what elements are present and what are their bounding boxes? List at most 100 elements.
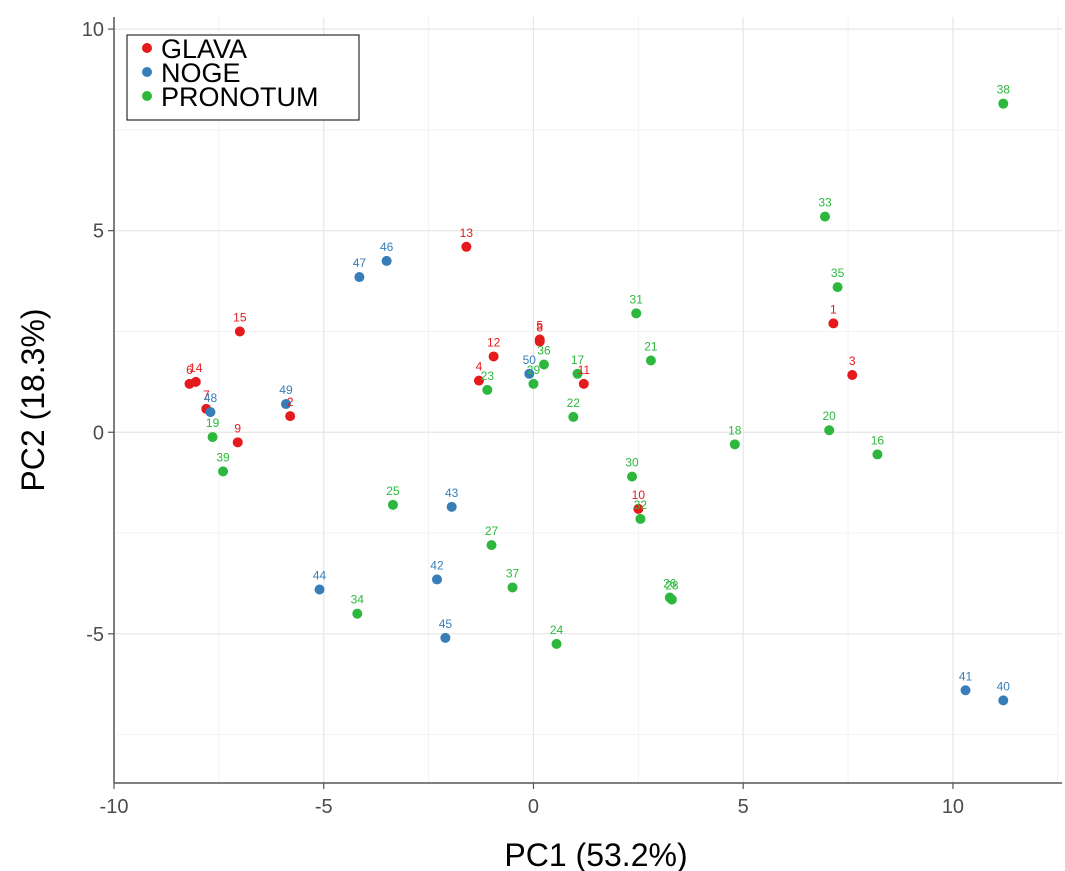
point-label: 1: [830, 302, 837, 316]
legend-marker: [142, 91, 152, 101]
legend-box: [126, 34, 360, 121]
data-point: [482, 384, 493, 395]
data-point: [645, 355, 656, 366]
axes: -10 -5 0 5 10 -5 0 5 10: [82, 17, 1062, 818]
point-label: 2: [287, 395, 294, 409]
data-point: [820, 211, 830, 222]
x-tick-label: 0: [528, 796, 539, 818]
data-point: [461, 241, 472, 252]
data-point: [431, 574, 442, 585]
legend-marker: [142, 43, 152, 53]
point-label: 49: [279, 383, 293, 397]
point-label: 33: [818, 196, 832, 210]
point-label: 26: [663, 577, 677, 591]
point-label: 38: [997, 83, 1011, 97]
data-point: [534, 336, 545, 347]
data-point: [578, 378, 589, 389]
data-point: [486, 540, 497, 551]
point-label: 6: [186, 363, 193, 377]
y-tick-label: 10: [82, 19, 104, 41]
x-tick-label: -5: [315, 796, 333, 818]
data-point: [828, 318, 839, 329]
point-label: 46: [380, 240, 394, 254]
point-label: 3: [849, 354, 856, 368]
data-point: [352, 608, 363, 619]
data-point: [572, 368, 583, 379]
data-point: [234, 326, 245, 337]
data-point: [218, 466, 229, 477]
point-label: 32: [634, 498, 648, 512]
point-label: 40: [997, 679, 1011, 693]
grid-major: [113, 17, 1062, 783]
point-label: 17: [571, 353, 585, 367]
point-label: 24: [550, 623, 564, 637]
legend-label: GLAVA: [161, 34, 247, 64]
data-point: [538, 359, 549, 370]
point-label: 44: [313, 568, 327, 582]
data-point: [998, 98, 1009, 109]
grid-minor: [114, 17, 1062, 783]
point-label: 23: [481, 369, 495, 383]
point-label: 48: [204, 391, 218, 405]
point-label: 15: [233, 310, 247, 324]
point-label: 20: [823, 409, 837, 423]
point-label: 8: [536, 321, 543, 335]
legend-label: NOGE: [161, 58, 241, 88]
x-tick-label: -10: [100, 796, 129, 818]
point-label: 34: [351, 593, 365, 607]
data-point: [473, 375, 484, 386]
data-point: [205, 407, 216, 418]
data-point: [314, 584, 325, 595]
x-tick-label: 5: [738, 796, 749, 818]
data-point: [528, 378, 539, 389]
point-label: 41: [959, 669, 973, 683]
y-tick-label: 5: [93, 221, 104, 243]
point-label: 22: [567, 396, 581, 410]
point-label: 36: [537, 344, 551, 358]
point-label: 27: [485, 524, 499, 538]
data-point: [568, 411, 579, 422]
data-point: [285, 411, 296, 422]
point-label: 43: [445, 486, 459, 500]
point-label: 37: [506, 566, 520, 580]
point-label: 47: [353, 256, 367, 270]
data-point: [872, 449, 883, 460]
point-label: 16: [871, 433, 885, 447]
data-point: [190, 376, 201, 387]
point-label: 21: [644, 339, 658, 353]
data-point: [631, 308, 642, 319]
point-label: 29: [527, 363, 541, 377]
data-point: [729, 439, 740, 450]
data-point: [280, 399, 291, 410]
data-point: [998, 695, 1009, 706]
point-label: 12: [487, 335, 501, 349]
data-point: [524, 368, 535, 379]
point-label: 31: [630, 292, 644, 306]
data-point: [633, 503, 644, 514]
data-point: [635, 513, 646, 524]
point-label: 35: [831, 266, 845, 280]
data-point: [440, 632, 451, 643]
point-label: 19: [206, 416, 220, 430]
point-label: 7: [203, 388, 210, 402]
y-axis-title: PC2 (18.3%): [15, 308, 51, 491]
data-point: [551, 638, 562, 649]
data-point: [232, 437, 243, 448]
point-labels: 1234567891011121314154041424344454647484…: [186, 83, 1010, 694]
data-point: [446, 501, 457, 512]
point-label: 5: [536, 319, 543, 333]
point-label: 13: [460, 226, 474, 240]
legend-label: PRONOTUM: [161, 82, 319, 112]
point-label: 50: [523, 353, 537, 367]
data-point: [666, 594, 677, 605]
data-point: [381, 255, 392, 266]
data-point: [627, 471, 638, 482]
point-label: 11: [578, 363, 591, 377]
data-point: [832, 282, 843, 293]
x-axis-title: PC1 (53.2%): [504, 837, 687, 871]
point-label: 28: [665, 579, 679, 593]
data-point: [847, 370, 858, 381]
y-tick-label: -5: [86, 624, 104, 646]
